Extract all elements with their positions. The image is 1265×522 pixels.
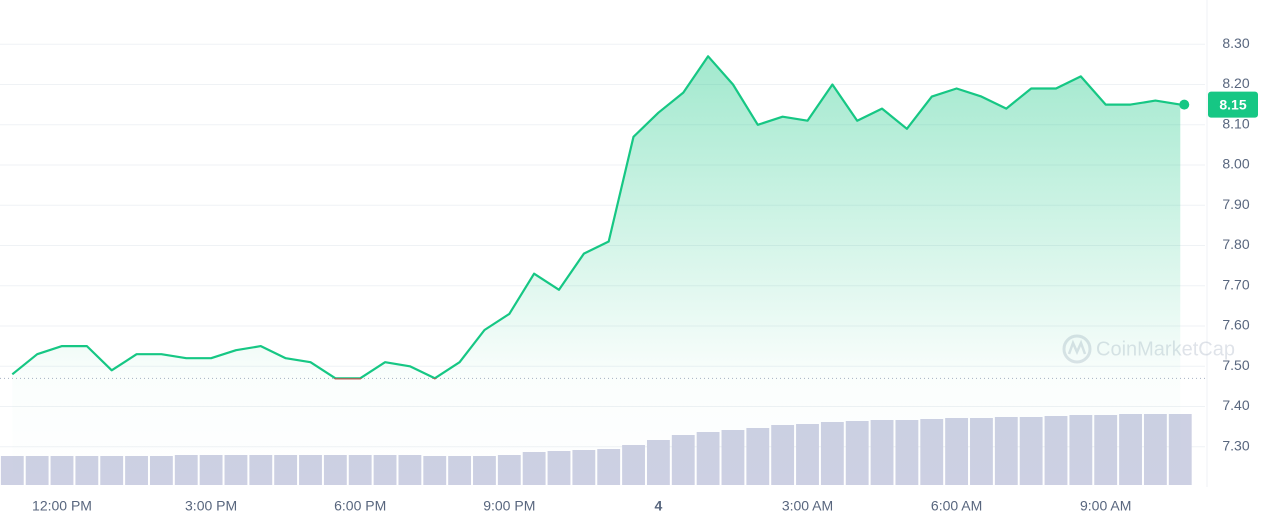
- y-tick-label: 7.70: [1222, 276, 1249, 292]
- y-tick-label: 7.60: [1222, 317, 1249, 333]
- x-tick-label: 3:00 AM: [782, 498, 833, 514]
- price-line: [11, 55, 1181, 380]
- y-tick-label: 7.30: [1222, 437, 1249, 453]
- y-tick-label: 8.00: [1222, 156, 1249, 172]
- price-tag-label: 8.15: [1219, 96, 1246, 112]
- y-tick-label: 8.30: [1222, 35, 1249, 51]
- y-tick-label: 7.50: [1222, 357, 1249, 373]
- y-tick-label: 8.10: [1222, 115, 1249, 131]
- y-tick-label: 7.40: [1222, 397, 1249, 413]
- y-tick-label: 7.90: [1222, 196, 1249, 212]
- price-area: [12, 56, 1181, 488]
- x-tick-label: 6:00 AM: [931, 498, 982, 514]
- x-tick-label: 9:00 AM: [1080, 498, 1131, 514]
- price-tag: [1208, 91, 1258, 118]
- last-point: [1179, 99, 1190, 110]
- x-tick-label: 9:00 PM: [483, 498, 535, 514]
- x-tick-label: 3:00 PM: [185, 498, 237, 514]
- y-tick-label: 7.80: [1222, 236, 1249, 252]
- x-tick-label: 4: [655, 498, 663, 514]
- x-tick-label: 12:00 PM: [32, 498, 92, 514]
- x-tick-label: 6:00 PM: [334, 498, 386, 514]
- y-tick-label: 8.20: [1222, 75, 1249, 91]
